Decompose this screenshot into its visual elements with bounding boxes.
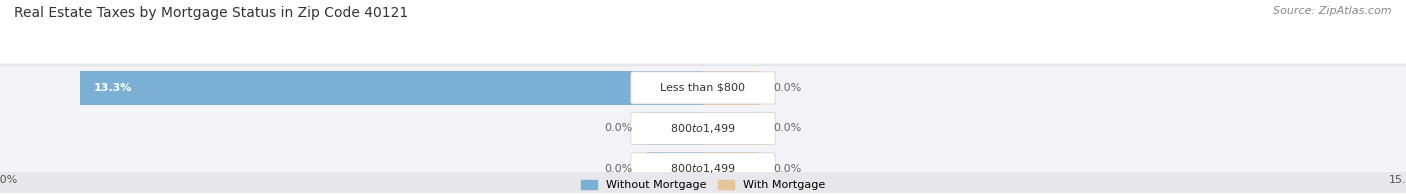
Bar	[703, 71, 759, 105]
Text: $800 to $1,499: $800 to $1,499	[671, 122, 735, 135]
Text: 0.0%: 0.0%	[605, 164, 633, 174]
Text: 13.3%: 13.3%	[94, 83, 132, 93]
FancyBboxPatch shape	[0, 66, 1406, 109]
FancyBboxPatch shape	[0, 104, 1406, 153]
Text: 0.0%: 0.0%	[773, 123, 801, 133]
Bar	[647, 112, 703, 145]
Bar	[703, 152, 759, 186]
Text: 0.0%: 0.0%	[605, 123, 633, 133]
FancyBboxPatch shape	[0, 145, 1406, 193]
Text: Source: ZipAtlas.com: Source: ZipAtlas.com	[1274, 6, 1392, 16]
FancyBboxPatch shape	[631, 153, 775, 185]
FancyBboxPatch shape	[631, 72, 775, 104]
Text: 0.0%: 0.0%	[773, 164, 801, 174]
FancyBboxPatch shape	[0, 107, 1406, 150]
FancyBboxPatch shape	[631, 112, 775, 144]
Text: Real Estate Taxes by Mortgage Status in Zip Code 40121: Real Estate Taxes by Mortgage Status in …	[14, 6, 408, 20]
Bar	[703, 112, 759, 145]
Bar	[80, 71, 703, 105]
Bar	[647, 152, 703, 186]
FancyBboxPatch shape	[0, 64, 1406, 112]
FancyBboxPatch shape	[0, 147, 1406, 190]
Text: 0.0%: 0.0%	[773, 83, 801, 93]
Legend: Without Mortgage, With Mortgage: Without Mortgage, With Mortgage	[581, 180, 825, 191]
Text: $800 to $1,499: $800 to $1,499	[671, 162, 735, 175]
Text: Less than $800: Less than $800	[661, 83, 745, 93]
